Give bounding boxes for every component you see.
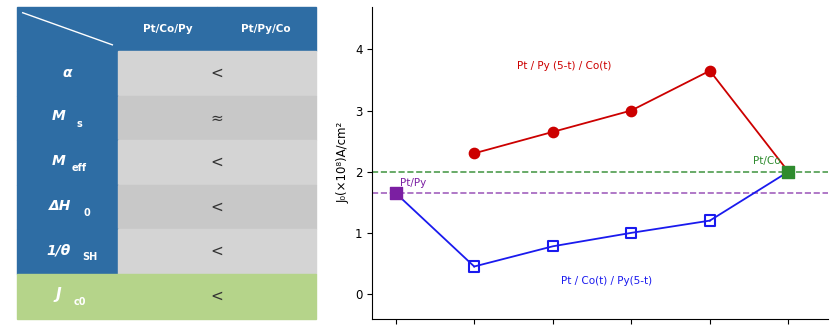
- Text: <: <: [211, 66, 223, 81]
- Point: [782, 169, 795, 174]
- Text: eff: eff: [72, 163, 87, 173]
- Text: SH: SH: [82, 252, 98, 262]
- Y-axis label: J₀(×10⁸)A/cm²: J₀(×10⁸)A/cm²: [336, 122, 349, 203]
- Bar: [17, 229, 119, 274]
- Bar: [217, 6, 315, 51]
- Bar: [119, 140, 315, 185]
- Bar: [17, 274, 119, 318]
- Text: <: <: [211, 155, 223, 170]
- Bar: [119, 51, 315, 96]
- Point: [546, 129, 559, 135]
- Text: 0: 0: [84, 208, 90, 218]
- Text: <: <: [211, 244, 223, 259]
- Bar: [119, 185, 315, 229]
- Text: α: α: [63, 66, 72, 80]
- Bar: [17, 51, 119, 96]
- Text: Pt / Py (5-t) / Co(t): Pt / Py (5-t) / Co(t): [517, 61, 612, 72]
- Point: [546, 244, 559, 249]
- Text: Pt/Co: Pt/Co: [753, 156, 781, 166]
- Text: ΔH: ΔH: [48, 199, 71, 213]
- Bar: [119, 96, 315, 140]
- Text: 1/θ: 1/θ: [47, 243, 71, 257]
- Bar: [17, 185, 119, 229]
- Bar: [17, 6, 119, 51]
- Point: [703, 218, 716, 223]
- Text: s: s: [77, 119, 83, 129]
- Bar: [119, 6, 217, 51]
- Text: ≈: ≈: [211, 111, 223, 125]
- Text: <: <: [211, 200, 223, 214]
- Bar: [17, 96, 119, 140]
- Point: [467, 151, 481, 156]
- Bar: [119, 229, 315, 274]
- Point: [624, 108, 638, 113]
- Point: [703, 68, 716, 73]
- Text: Pt/Py/Co: Pt/Py/Co: [242, 24, 291, 34]
- Point: [389, 190, 402, 196]
- Bar: [119, 274, 315, 318]
- Text: Pt/Py: Pt/Py: [400, 178, 426, 188]
- Text: <: <: [211, 289, 223, 304]
- Text: M: M: [52, 154, 65, 168]
- Text: Pt / Co(t) / Py(5-t): Pt / Co(t) / Py(5-t): [561, 276, 652, 286]
- Bar: [17, 140, 119, 185]
- Point: [467, 264, 481, 269]
- Text: M: M: [52, 110, 65, 124]
- Point: [624, 230, 638, 235]
- Text: J: J: [56, 287, 61, 302]
- Text: Pt/Co/Py: Pt/Co/Py: [143, 24, 192, 34]
- Text: c0: c0: [74, 297, 86, 307]
